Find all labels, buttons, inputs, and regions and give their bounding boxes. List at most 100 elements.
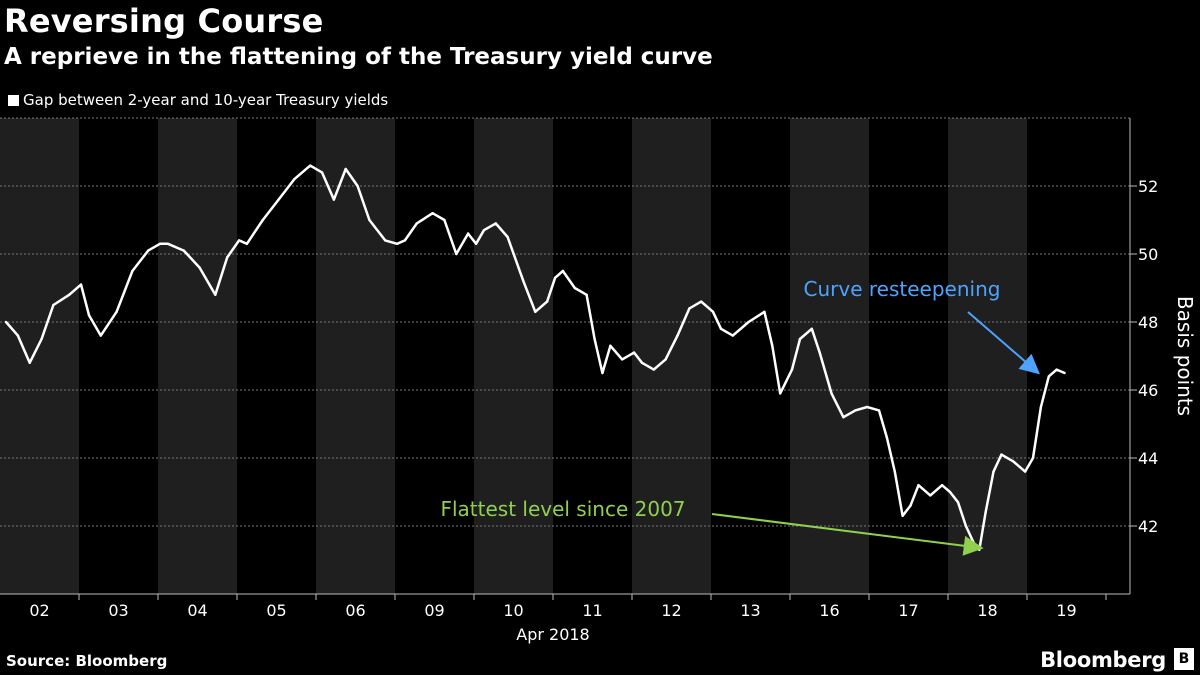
data-point [158,242,162,245]
data-point [818,351,821,354]
data-point [940,484,944,487]
data-point [1000,453,1003,456]
data-point [245,242,249,245]
data-point [415,222,418,225]
data-point [609,344,612,347]
data-point [790,368,794,371]
y-tick-label: 52 [1138,177,1158,196]
data-point [664,358,667,361]
data-point [810,327,813,330]
data-point [929,494,932,497]
data-point [553,276,557,279]
data-point [978,548,981,551]
data-point [356,184,359,188]
data-point [1039,405,1043,409]
x-tick-label: 04 [187,601,207,620]
data-point [779,392,782,395]
data-point [545,300,549,303]
y-tick-label: 48 [1138,313,1158,332]
data-point [226,256,229,259]
x-tick-label: 06 [345,601,365,620]
data-point [700,300,703,303]
x-tick-label: 09 [424,601,444,620]
data-point [344,167,347,171]
data-point [917,484,920,487]
data-point [885,436,889,439]
data-point [877,409,881,412]
data-point [854,409,857,412]
data-point [293,178,296,181]
data-point [455,252,458,256]
data-point [842,416,845,419]
data-point [640,361,644,364]
data-point [395,242,399,245]
data-point [534,310,537,313]
data-point [16,334,20,337]
x-tick-label: 12 [661,601,681,620]
x-tick-label: 17 [898,601,918,620]
data-point [1031,456,1035,460]
data-point [632,351,636,354]
data-point [763,310,766,313]
data-point [522,280,525,283]
data-point [830,392,833,395]
data-point [948,490,952,494]
data-point [956,501,960,504]
data-point [593,337,596,341]
data-point [237,239,241,242]
legend-label: Gap between 2-year and 10-year Treasury … [23,91,389,109]
data-point [403,239,407,242]
data-point [1055,368,1058,371]
data-point [198,266,201,269]
data-point [494,222,497,225]
data-point [561,269,565,273]
chart-subtitle: A reprieve in the flattening of the Trea… [4,44,713,70]
data-point [992,470,995,473]
brand-logo: Bloomberg [1040,648,1166,672]
data-point [1023,470,1027,473]
data-point [28,361,31,364]
data-point [676,334,679,337]
annotation-arrow-blue [967,311,1041,375]
data-point [332,198,336,201]
annotation-arrow-green [711,513,984,556]
data-point [474,242,478,245]
source-note: Source: Bloomberg [6,652,168,670]
data-point [384,239,387,242]
data-point [214,293,217,296]
x-tick-label: 16 [819,601,839,620]
data-point [52,303,55,307]
data-point [719,327,723,330]
x-tick-label: 13 [740,601,760,620]
data-point [131,269,134,273]
annotation-curve-resteepening: Curve resteepening [804,277,1001,301]
day-band [158,118,237,594]
y-tick-label: 42 [1138,517,1158,536]
annotation-flattest-level: Flattest level since 2007 [440,497,685,521]
x-axis-label: Apr 2018 [516,625,589,644]
data-point [893,470,896,473]
x-tick-label: 11 [582,601,602,620]
data-point [182,249,185,252]
data-point [972,541,975,545]
data-point [688,307,691,310]
data-point [585,293,588,296]
data-point [261,218,264,222]
data-point [4,320,8,324]
data-point [865,405,869,409]
day-band [790,118,869,594]
legend: Gap between 2-year and 10-year Treasury … [8,91,388,109]
data-point [1047,375,1051,378]
x-tick-label: 19 [1056,601,1076,620]
data-point [166,242,170,245]
legend-swatch [8,94,19,106]
data-point [431,212,434,215]
day-band [474,118,553,594]
data-point [901,514,904,517]
day-band [0,118,79,594]
day-band [948,118,1027,594]
data-point [99,334,103,337]
data-point [68,293,71,296]
data-point [621,358,624,361]
